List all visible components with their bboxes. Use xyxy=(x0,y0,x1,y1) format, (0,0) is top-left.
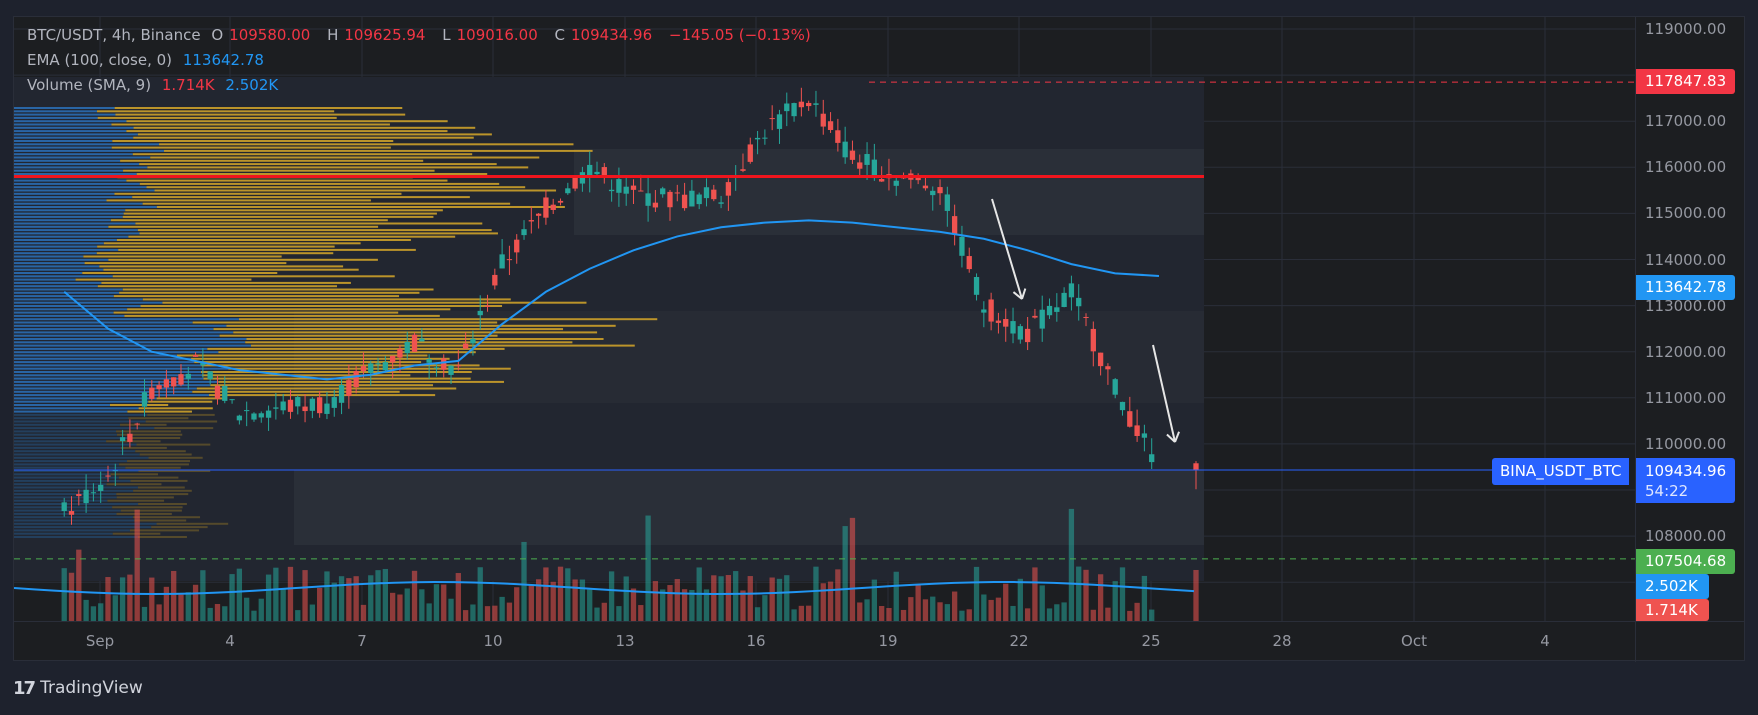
legend: BTC/USDT, 4h, Binance O 109580.00 H 109625… xyxy=(27,23,817,98)
time-tick: 7 xyxy=(357,632,367,650)
time-tick: 16 xyxy=(746,632,766,650)
price-tick: 111000.00 xyxy=(1645,388,1727,407)
low-price-label: 107504.68 xyxy=(1636,549,1735,574)
price-tick: 119000.00 xyxy=(1645,20,1727,38)
time-tick: Oct xyxy=(1401,632,1427,650)
price-tick: 117000.00 xyxy=(1645,112,1727,131)
price-axis[interactable]: 119000.00 117000.00 116000.00 115000.00 1140… xyxy=(1635,17,1745,621)
candlestick-chart[interactable] xyxy=(14,17,1635,621)
time-tick: 25 xyxy=(1141,632,1161,650)
symbol-label[interactable]: BTC/USDT, 4h, Binance xyxy=(27,26,201,44)
volume-sma-value: 2.502K xyxy=(225,76,279,94)
price-tick: 110000.00 xyxy=(1645,434,1727,453)
price-tick: 115000.00 xyxy=(1645,204,1727,223)
time-axis[interactable]: Sep 4 7 10 13 16 19 22 25 28 Oct 4 xyxy=(14,621,1635,662)
axis-corner xyxy=(1635,621,1745,662)
legend-ema-row[interactable]: EMA (100, close, 0) 113642.78 xyxy=(27,48,817,73)
change-value: −145.05 (−0.13%) xyxy=(668,26,811,44)
ema-price-label: 113642.78 xyxy=(1636,275,1735,300)
time-tick: 4 xyxy=(1540,632,1550,650)
close-value: 109434.96 xyxy=(571,26,653,44)
legend-symbol-row[interactable]: BTC/USDT, 4h, Binance O 109580.00 H 109625… xyxy=(27,26,811,44)
time-tick: 13 xyxy=(615,632,635,650)
volume-label[interactable]: Volume (SMA, 9) xyxy=(27,76,152,94)
ema-value: 113642.78 xyxy=(182,51,264,69)
high-value: 109625.94 xyxy=(344,26,426,44)
low-value: 109016.00 xyxy=(456,26,538,44)
ema-label[interactable]: EMA (100, close, 0) xyxy=(27,51,173,69)
open-value: 109580.00 xyxy=(229,26,311,44)
chart-frame: BTC/USDT, 4h, Binance O 109580.00 H 109625… xyxy=(13,16,1745,662)
brand-name: TradingView xyxy=(40,678,143,698)
bar-countdown: 54:22 xyxy=(1645,482,1689,500)
time-tick: 19 xyxy=(878,632,898,650)
volume-sma-label: 2.502K xyxy=(1636,574,1709,599)
time-tick: 4 xyxy=(225,632,235,650)
price-tick: 113000.00 xyxy=(1645,296,1727,315)
time-tick: 28 xyxy=(1272,632,1292,650)
high-price-label: 117847.83 xyxy=(1636,69,1735,94)
tradingview-logo[interactable]: 17 TradingView xyxy=(13,676,143,700)
symbol-price-tag: BINA_USDT_BTC xyxy=(1492,458,1630,485)
price-tick: 116000.00 xyxy=(1645,158,1727,177)
last-price-label: 109434.96 54:22 xyxy=(1636,458,1735,503)
tradingview-logo-icon: 17 xyxy=(13,677,36,699)
price-tick: 114000.00 xyxy=(1645,250,1727,269)
price-tick: 108000.00 xyxy=(1645,527,1727,546)
chart-plot-area[interactable]: BTC/USDT, 4h, Binance O 109580.00 H 109625… xyxy=(14,17,1635,621)
volume-value: 1.714K xyxy=(161,76,215,94)
price-tick: 112000.00 xyxy=(1645,342,1727,361)
time-tick: 22 xyxy=(1009,632,1029,650)
time-tick: 10 xyxy=(483,632,503,650)
volume-label: 1.714K xyxy=(1636,599,1709,621)
time-tick: Sep xyxy=(85,632,115,650)
legend-volume-row[interactable]: Volume (SMA, 9) 1.714K 2.502K xyxy=(27,73,817,98)
